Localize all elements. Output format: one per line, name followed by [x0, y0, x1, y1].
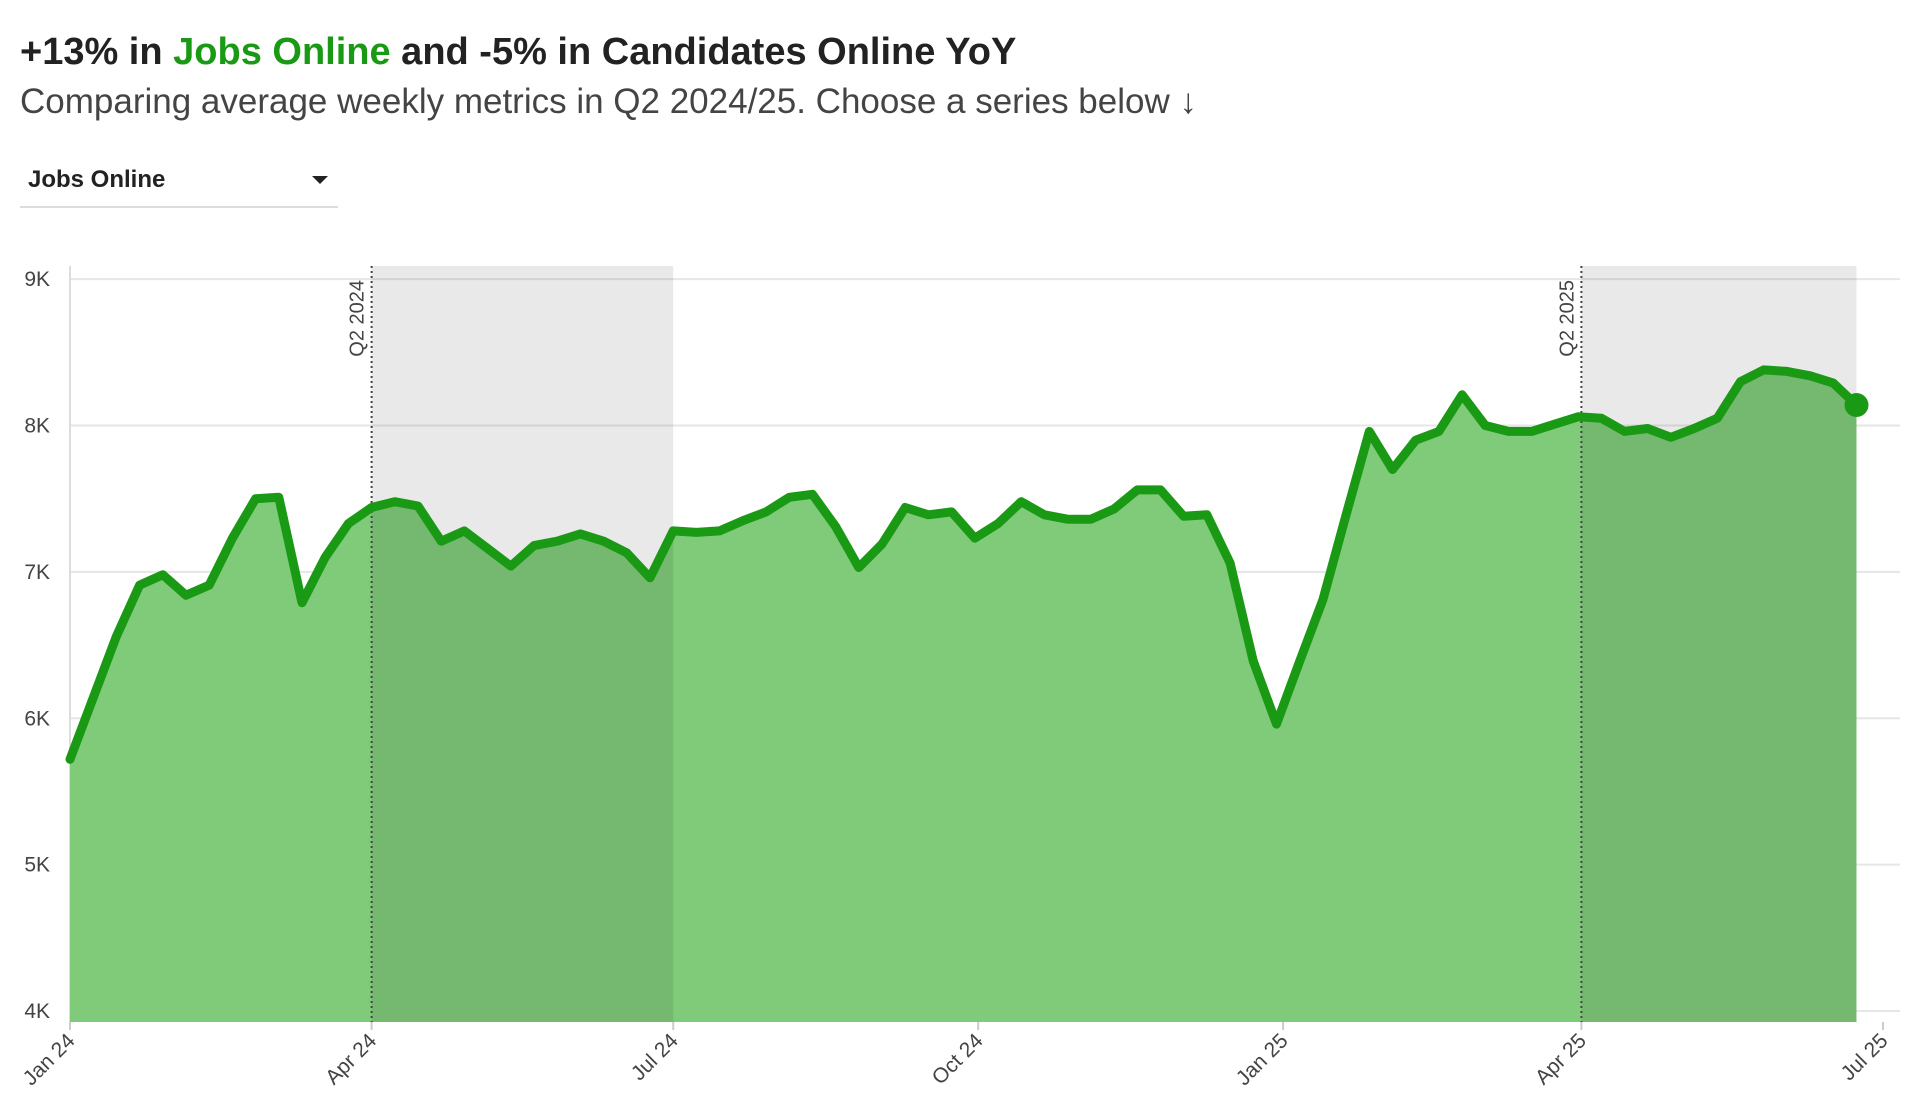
quarter-label: Q2 2024: [347, 280, 369, 357]
dropdown-value: Jobs Online: [28, 166, 166, 193]
title-part: Jobs Online: [173, 31, 390, 73]
x-tick-label: Jan 25: [1232, 1029, 1293, 1090]
series-dropdown[interactable]: Jobs Online: [20, 162, 338, 208]
end-point: [1844, 393, 1869, 418]
area: [70, 369, 1857, 1022]
x-tick-label: Jan 24: [19, 1029, 80, 1090]
x-tick-label: Apr 25: [1531, 1029, 1591, 1089]
y-tick-label: 7K: [24, 561, 50, 584]
y-tick-label: 4K: [24, 1000, 50, 1023]
quarter-label: Q2 2025: [1556, 280, 1578, 357]
y-tick-label: 9K: [24, 268, 50, 291]
x-tick-label: Apr 24: [321, 1029, 381, 1089]
chart-title: +13% in Jobs Online and -5% in Candidate…: [20, 31, 1016, 73]
title-part: +13% in: [20, 31, 173, 73]
quarter-band: [1581, 266, 1857, 1022]
x-tick-label: Oct 24: [928, 1029, 988, 1089]
y-tick-label: 8K: [24, 415, 50, 438]
x-tick-label: Jul 24: [627, 1029, 683, 1085]
quarter-band: [371, 266, 674, 1022]
y-tick-label: 5K: [24, 854, 50, 877]
line: [65, 365, 1861, 764]
x-tick-label: Jul 25: [1837, 1029, 1893, 1085]
chart-subtitle: Comparing average weekly metrics in Q2 2…: [20, 82, 1197, 121]
dropdown-arrow: [312, 176, 328, 184]
y-tick-label: 6K: [24, 707, 50, 730]
title-part: and -5% in Candidates Online YoY: [391, 31, 1017, 73]
